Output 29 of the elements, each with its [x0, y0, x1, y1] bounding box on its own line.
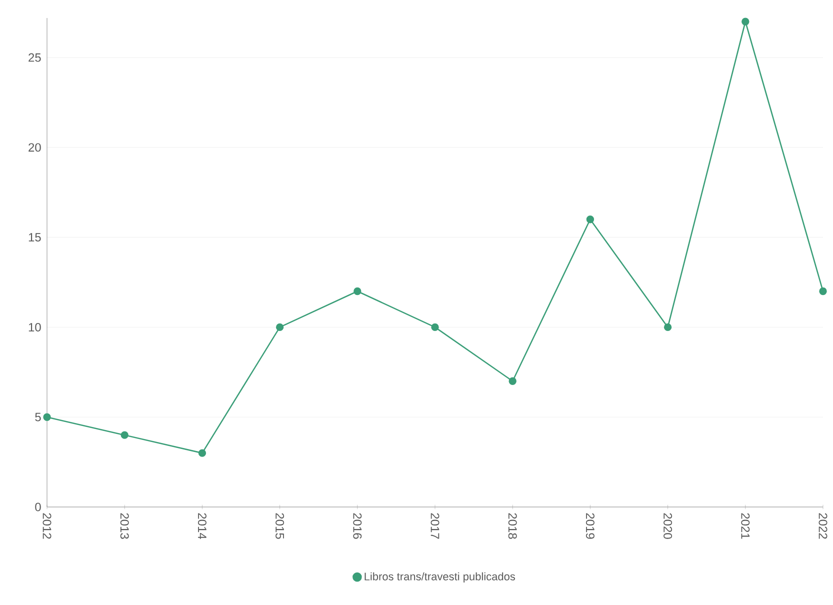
point: [431, 323, 439, 332]
point: [742, 18, 750, 26]
y-tick-label: 20: [28, 143, 41, 152]
x-tick-label: 2021: [741, 513, 750, 539]
x-tick-label: 2020: [664, 513, 672, 539]
point: [508, 377, 516, 385]
x-tick-label: 2013: [120, 513, 129, 539]
point: [276, 323, 284, 332]
x-tick-label: 2014: [198, 513, 206, 539]
y-tick-label: 10: [28, 322, 41, 332]
point: [43, 413, 51, 421]
point: [586, 215, 594, 224]
x-tick-label: 2015: [276, 513, 284, 539]
y-tick-label: 0: [35, 502, 41, 512]
point: [354, 287, 362, 296]
x-tick-label: 2012: [42, 513, 52, 539]
legend-label: Libros trans/travesti publicados: [364, 572, 516, 583]
point: [120, 431, 128, 439]
x-tick-label: 2016: [353, 513, 362, 539]
x-tick-label: 2017: [430, 513, 440, 539]
point: [819, 287, 827, 296]
point: [198, 449, 206, 457]
point: [664, 323, 672, 332]
x-tick-label: 2022: [818, 513, 828, 539]
x-tick-label: 2019: [586, 513, 594, 539]
y-tick-label: 15: [28, 233, 41, 242]
y-tick-label: 25: [28, 53, 41, 62]
y-tick-label: 5: [35, 412, 41, 422]
x-tick-label: 2018: [508, 513, 517, 539]
